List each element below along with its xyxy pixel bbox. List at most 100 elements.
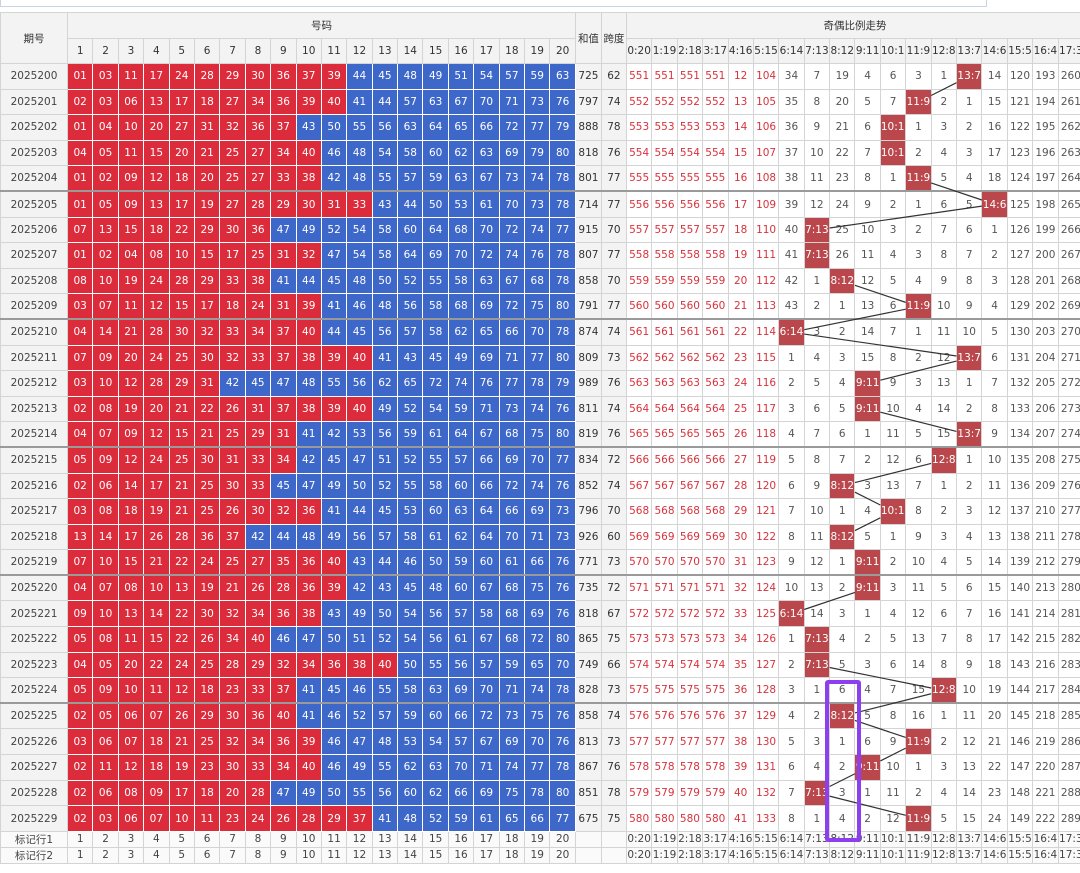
number-cell: 36	[295, 549, 322, 577]
trend-miss: 12	[803, 190, 831, 218]
footer-trend: 14:6	[981, 846, 1008, 864]
number-cell: 09	[117, 165, 145, 193]
trend-miss: 6	[956, 574, 983, 602]
trend-miss: 5	[854, 88, 881, 116]
trend-miss: 16	[905, 702, 932, 730]
number-cell: 42	[295, 446, 322, 474]
span: 77	[600, 165, 627, 193]
trend-miss: 568	[702, 498, 729, 525]
number-cell: 60	[422, 139, 449, 167]
number-cell: 78	[524, 779, 551, 807]
trend-miss: 1	[829, 498, 856, 525]
number-cell: 14	[117, 472, 145, 500]
number-cell: 48	[346, 165, 373, 193]
number-cell: 34	[270, 139, 297, 167]
trend-miss: 6	[778, 754, 805, 781]
trend-miss: 5	[879, 267, 907, 295]
number-cell: 45	[371, 498, 399, 525]
trend-miss: 3	[981, 267, 1008, 295]
trend-miss: 121	[752, 498, 780, 525]
trend-miss: 6	[778, 472, 805, 500]
number-cell: 22	[168, 600, 195, 628]
sum-header: 和值	[574, 12, 602, 64]
number-cell: 42	[244, 523, 272, 551]
trend-miss: 560	[676, 293, 704, 321]
trend-miss: 6	[930, 600, 958, 628]
number-cell: 18	[193, 677, 221, 705]
number-cell: 38	[244, 267, 272, 295]
footer-number: 6	[193, 846, 221, 864]
number-cell: 63	[422, 754, 449, 781]
trend-miss: 572	[625, 600, 653, 628]
trend-miss: 568	[651, 498, 678, 525]
number-cell: 42	[320, 165, 348, 193]
trend-miss: 572	[676, 600, 704, 628]
trend-miss: 561	[676, 318, 704, 346]
number-cell: 09	[92, 344, 119, 372]
number-cell: 51	[346, 626, 373, 653]
number-cell: 18	[117, 498, 145, 525]
sum: 915	[574, 216, 602, 244]
trend-miss: 24	[981, 805, 1008, 832]
number-cell: 75	[524, 702, 551, 730]
number-cell: 25	[219, 421, 246, 449]
number-cell: 19	[117, 267, 145, 295]
number-cell: 64	[447, 421, 475, 449]
trend-miss: 287	[1057, 754, 1080, 781]
trend-miss: 559	[651, 267, 678, 295]
sum: 807	[574, 242, 602, 269]
trend-miss: 4	[829, 370, 856, 397]
trend-miss: 27	[727, 446, 754, 474]
number-cell: 09	[143, 779, 170, 807]
number-column-header: 15	[422, 38, 449, 64]
trend-miss: 126	[752, 626, 780, 653]
trend-miss: 570	[651, 549, 678, 577]
trend-miss: 1	[829, 549, 856, 577]
number-cell: 39	[320, 344, 348, 372]
span: 73	[600, 549, 627, 577]
data-row: 2025225 02 05 06 07 26 29 30 36 40 41 46 52 57 59 60 66 7…	[0, 702, 1080, 730]
number-cell: 69	[473, 293, 500, 321]
trend-miss: 565	[676, 421, 704, 449]
trend-miss: 2	[803, 293, 831, 321]
number-cell: 03	[92, 88, 119, 116]
number-cell: 63	[422, 677, 449, 705]
number-cell: 44	[346, 498, 373, 525]
number-cell: 01	[66, 242, 94, 269]
trend-miss: 4	[905, 395, 932, 423]
number-column-header: 20	[549, 38, 576, 64]
trend-miss: 571	[625, 574, 653, 602]
trend-miss: 197	[1032, 165, 1059, 193]
number-cell: 31	[193, 114, 221, 141]
trend-miss: 565	[651, 421, 678, 449]
footer-number: 12	[346, 846, 373, 864]
number-cell: 21	[168, 498, 195, 525]
number-cell: 30	[168, 318, 195, 346]
trend-miss: 1	[905, 114, 932, 141]
trend-miss: 5	[854, 702, 881, 730]
number-cell: 58	[397, 523, 424, 551]
number-cell: 66	[524, 805, 551, 832]
number-cell: 70	[549, 651, 576, 679]
sum: 818	[574, 600, 602, 628]
number-cell: 12	[117, 754, 145, 781]
number-cell: 72	[498, 293, 526, 321]
trend-miss: 122	[1006, 114, 1034, 141]
trend-miss: 23	[727, 344, 754, 372]
number-cell: 58	[473, 600, 500, 628]
sum: 811	[574, 395, 602, 423]
data-row: 2025220 04 07 08 10 13 19 21 26 28 36 39 42 43 45 48 60 6…	[0, 574, 1080, 602]
number-cell: 48	[295, 370, 322, 397]
trend-miss: 10	[956, 677, 983, 705]
number-cell: 24	[143, 446, 170, 474]
trend-miss: 12	[879, 446, 907, 474]
trend-miss: 193	[1032, 63, 1059, 90]
number-cell: 15	[193, 242, 221, 269]
number-cell: 48	[346, 267, 373, 295]
number-cell: 66	[473, 446, 500, 474]
number-cell: 70	[524, 318, 551, 346]
number-column-header: 14	[397, 38, 424, 64]
number-cell: 44	[270, 523, 297, 551]
number-cell: 40	[371, 651, 399, 679]
